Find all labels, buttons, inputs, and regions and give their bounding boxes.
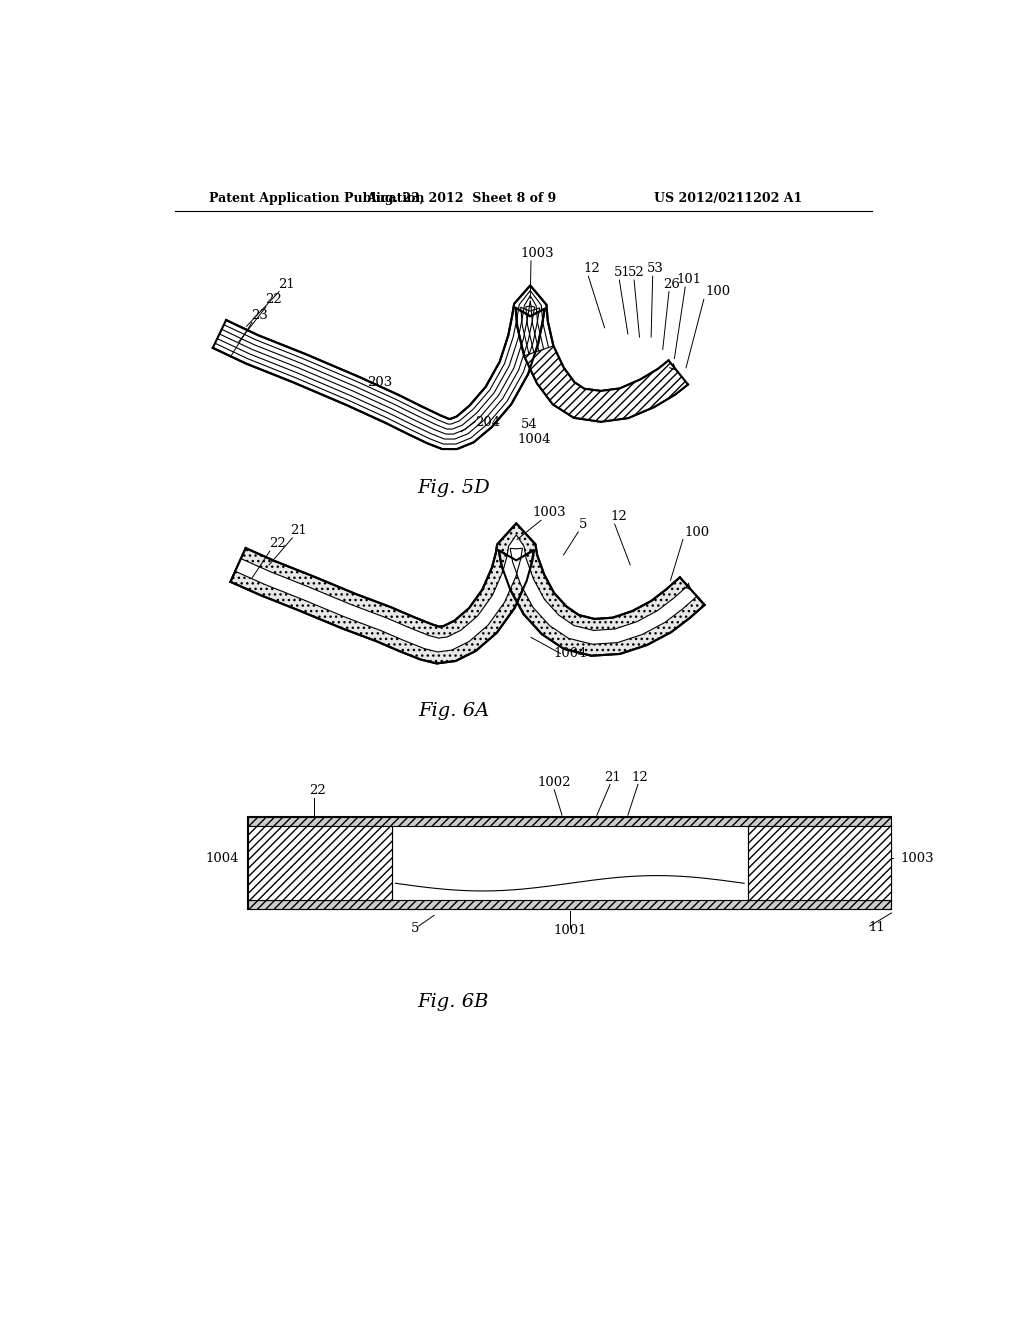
Text: Fig. 5D: Fig. 5D — [417, 479, 489, 496]
Text: 11: 11 — [868, 921, 885, 933]
Bar — [248, 826, 391, 900]
Text: 22: 22 — [265, 293, 282, 306]
Text: 52: 52 — [628, 267, 645, 280]
Text: 22: 22 — [269, 537, 286, 550]
Bar — [391, 826, 748, 900]
Text: Aug. 23, 2012  Sheet 8 of 9: Aug. 23, 2012 Sheet 8 of 9 — [367, 191, 556, 205]
Text: US 2012/0211202 A1: US 2012/0211202 A1 — [654, 191, 802, 205]
Text: 22: 22 — [309, 784, 327, 797]
Text: 53: 53 — [646, 263, 664, 276]
Text: Patent Application Publication: Patent Application Publication — [209, 191, 425, 205]
Text: 1001: 1001 — [553, 924, 587, 937]
Text: 12: 12 — [583, 263, 600, 276]
Text: 5: 5 — [411, 923, 419, 936]
Text: 26: 26 — [664, 277, 681, 290]
Text: 1004: 1004 — [517, 433, 551, 446]
Text: 100: 100 — [684, 525, 710, 539]
Text: 21: 21 — [290, 524, 307, 537]
Text: 51: 51 — [614, 267, 631, 280]
Bar — [748, 826, 891, 900]
Text: 54: 54 — [521, 418, 538, 430]
Text: Fig. 6B: Fig. 6B — [418, 993, 489, 1011]
Polygon shape — [213, 285, 688, 449]
Text: 23: 23 — [251, 309, 268, 322]
Text: 204: 204 — [475, 416, 501, 429]
Polygon shape — [236, 535, 697, 652]
Text: 1003: 1003 — [520, 247, 554, 260]
Text: 21: 21 — [279, 277, 295, 290]
Text: 1004: 1004 — [206, 851, 239, 865]
Text: 1004: 1004 — [553, 647, 587, 660]
Text: 21: 21 — [604, 771, 621, 784]
Text: 1003: 1003 — [901, 851, 934, 865]
Polygon shape — [524, 346, 688, 422]
Text: 12: 12 — [610, 511, 627, 523]
Text: 203: 203 — [368, 376, 392, 388]
Bar — [248, 817, 891, 826]
Text: 101: 101 — [677, 273, 701, 286]
Text: Fig. 6A: Fig. 6A — [418, 702, 489, 721]
Polygon shape — [230, 524, 705, 664]
Text: 1003: 1003 — [532, 507, 565, 520]
Text: 100: 100 — [706, 285, 730, 298]
Bar — [248, 900, 891, 909]
Bar — [248, 817, 891, 909]
Text: 1002: 1002 — [538, 776, 571, 789]
Text: 5: 5 — [579, 517, 587, 531]
Text: 12: 12 — [631, 771, 648, 784]
